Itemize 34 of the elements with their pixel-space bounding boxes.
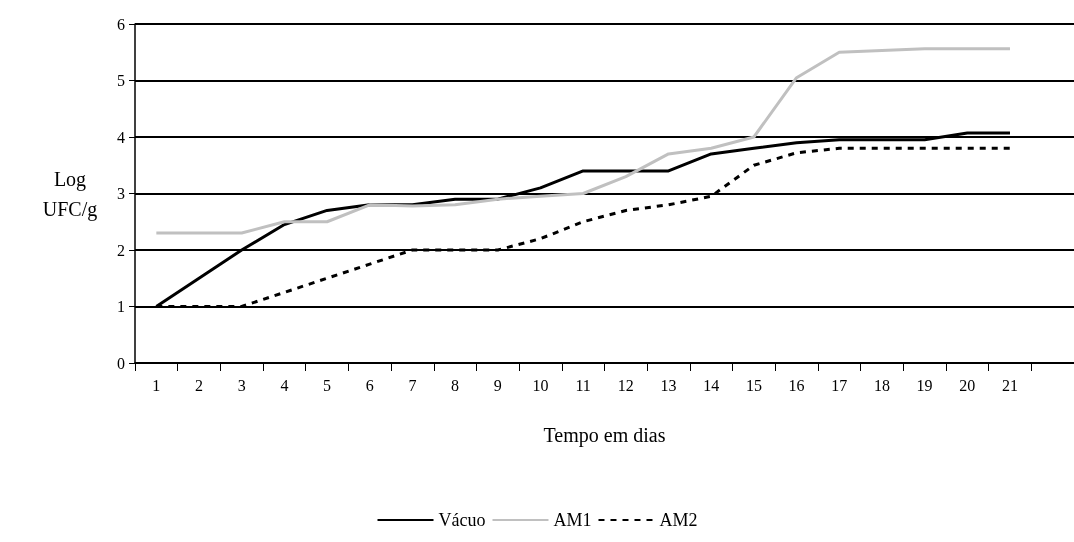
legend-label: Vácuo <box>438 510 486 530</box>
line-series <box>154 47 1012 235</box>
x-tick-label: 14 <box>703 376 720 394</box>
y-tick-label: 0 <box>117 354 125 372</box>
x-tick-label: 8 <box>451 376 460 394</box>
legend-label: AM2 <box>659 510 698 530</box>
y-axis-title: Log UFC/g <box>42 167 98 221</box>
x-tick-label: 1 <box>152 376 161 394</box>
x-tick-label: 17 <box>831 376 848 394</box>
x-tick-label: 18 <box>873 376 890 394</box>
x-tick-label: 7 <box>408 376 417 394</box>
y-tick-label: 3 <box>117 185 125 202</box>
x-tick-label: 11 <box>575 376 591 394</box>
y-tick-label: 6 <box>117 15 125 33</box>
x-tick-label: 9 <box>493 376 502 394</box>
x-tick-label: 20 <box>959 376 976 394</box>
x-tick-label: 10 <box>532 376 549 394</box>
x-tick-label: 13 <box>660 376 677 394</box>
x-tick-label: 19 <box>916 376 933 394</box>
x-axis-title: Tempo em dias <box>543 424 666 447</box>
y-tick-label: 1 <box>117 298 125 315</box>
x-tick-label: 6 <box>365 376 374 394</box>
x-tick-label: 16 <box>788 376 805 394</box>
x-tick-label: 3 <box>237 376 246 394</box>
x-tick-label: 4 <box>280 376 289 394</box>
x-tick-label: 2 <box>195 376 204 394</box>
x-tick-label: 21 <box>1001 376 1018 394</box>
x-tick-label: 15 <box>745 376 762 394</box>
y-tick-label: 4 <box>117 128 125 146</box>
legend-label: AM1 <box>553 510 592 530</box>
x-tick-label: 12 <box>617 376 634 394</box>
y-tick-label: 5 <box>117 72 125 89</box>
x-tick-label: 5 <box>323 376 332 394</box>
y-tick-label: 2 <box>117 241 125 259</box>
